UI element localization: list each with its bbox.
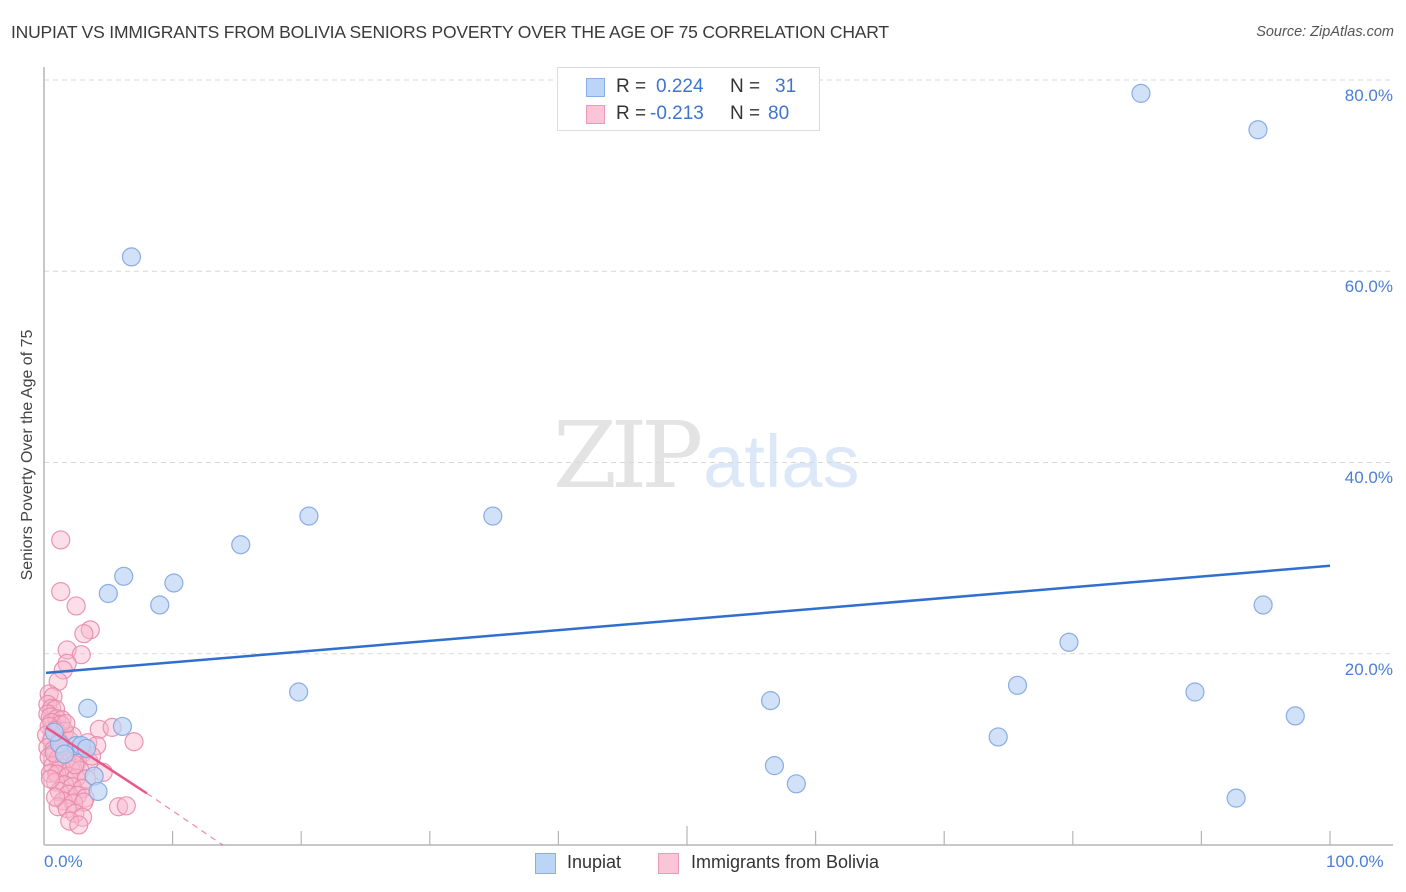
data-point <box>45 787 66 807</box>
data-point <box>1007 675 1028 695</box>
x-tick-0: 0.0% <box>44 852 83 871</box>
x-tick-100: 100.0% <box>1326 852 1384 871</box>
y-tick-40: 40.0% <box>1344 468 1393 487</box>
y-axis-label: Seniors Poverty Over the Age of 75 <box>19 329 36 581</box>
y-tick-20: 20.0% <box>1344 660 1393 679</box>
r-value: 0.224 <box>656 76 704 97</box>
watermark: ZIPatlas <box>553 402 859 509</box>
data-point <box>74 624 94 644</box>
bolivia-swatch <box>586 105 605 124</box>
gridlines <box>44 79 1393 655</box>
data-point <box>1285 706 1305 726</box>
data-point <box>51 581 71 602</box>
data-point <box>66 596 86 616</box>
data-point <box>121 247 142 267</box>
n-label: N = <box>730 76 761 97</box>
data-point <box>150 595 170 615</box>
y-tick-80: 80.0% <box>1344 86 1393 105</box>
y-tick-60: 60.0% <box>1344 277 1393 296</box>
data-point <box>786 774 806 794</box>
inupiat-swatch <box>535 853 556 874</box>
data-point <box>114 566 134 586</box>
data-point <box>51 530 71 550</box>
data-point <box>78 698 98 718</box>
data-point <box>116 796 136 816</box>
data-point <box>1059 632 1079 652</box>
trend-lines <box>45 564 1331 846</box>
bolivia-swatch <box>658 853 679 874</box>
watermark-atlas: atlas <box>703 420 860 503</box>
chart-title: INUPIAT VS IMMIGRANTS FROM BOLIVIA SENIO… <box>11 22 889 42</box>
data-point <box>112 716 133 737</box>
n-label: N = <box>730 103 761 124</box>
data-point <box>40 769 61 789</box>
r-value: -0.213 <box>650 103 704 124</box>
data-point <box>1226 788 1246 808</box>
r-label: R = <box>616 76 647 97</box>
watermark-zip: ZIP <box>553 402 703 509</box>
data-point <box>57 640 77 660</box>
data-point <box>289 682 309 702</box>
n-value: 31 <box>775 76 797 97</box>
stats-box: R = 0.224 N = 31 R = -0.213 N = 80 <box>557 67 820 131</box>
data-point <box>71 645 91 665</box>
inupiat-swatch <box>586 78 605 97</box>
data-point <box>299 506 319 526</box>
axes <box>43 67 1393 846</box>
data-point <box>1131 83 1151 103</box>
trend-line-bolivia-extension <box>146 792 224 846</box>
n-value: 80 <box>768 103 790 124</box>
data-point <box>69 815 89 835</box>
data-point <box>1185 682 1205 702</box>
r-label: R = <box>616 103 647 124</box>
data-point <box>164 573 184 593</box>
data-point <box>483 506 503 526</box>
data-point <box>760 691 781 711</box>
data-point <box>231 535 251 555</box>
data-point <box>1253 595 1273 615</box>
legend-label: Immigrants from Bolivia <box>691 852 880 872</box>
data-point <box>54 744 75 764</box>
data-point <box>108 797 129 817</box>
data-point <box>764 756 785 776</box>
trend-line-bolivia <box>45 726 148 795</box>
trend-line-inupiat <box>45 564 1331 675</box>
series-inupiat <box>44 83 1305 808</box>
source-label: Source: ZipAtlas.com <box>1256 24 1394 40</box>
data-point <box>1248 120 1268 140</box>
data-point <box>124 732 144 752</box>
data-point <box>88 781 108 802</box>
data-point <box>98 583 118 604</box>
legend-label: Inupiat <box>567 852 622 872</box>
data-point <box>988 727 1008 747</box>
